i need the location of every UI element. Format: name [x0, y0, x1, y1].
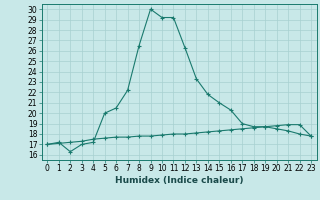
X-axis label: Humidex (Indice chaleur): Humidex (Indice chaleur) — [115, 176, 244, 185]
